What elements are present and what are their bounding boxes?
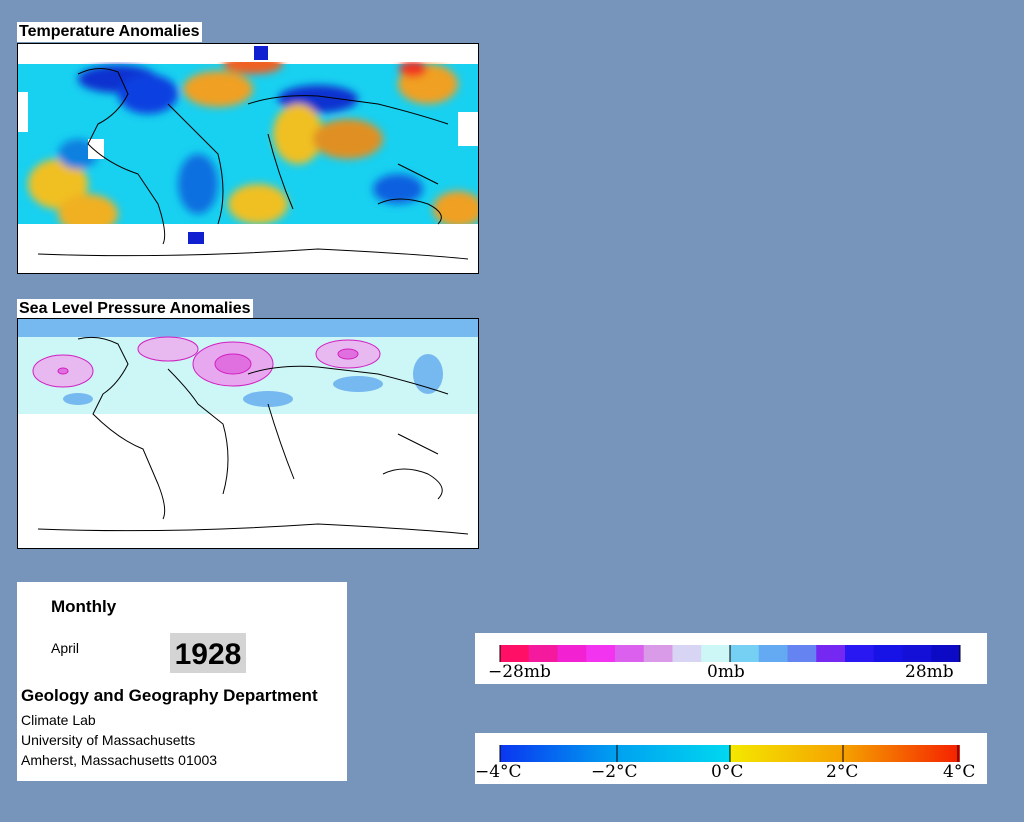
- pressure-color-swatch: [701, 645, 731, 662]
- temperature-anomaly-map: [17, 43, 479, 274]
- pressure-anomaly-map: [17, 318, 479, 549]
- temperature-title: Temperature Anomalies: [17, 22, 202, 42]
- temperature-label-plus2: 2°C: [826, 762, 858, 782]
- temperature-label-zero: 0°C: [711, 762, 743, 782]
- pressure-color-swatch: [758, 645, 788, 662]
- info-box: Monthly April 1928 Geology and Geography…: [17, 582, 347, 781]
- pressure-color-swatch: [615, 645, 645, 662]
- pressure-color-scale: [499, 645, 961, 662]
- month-label: April: [51, 640, 80, 656]
- pressure-color-swatch: [845, 645, 875, 662]
- pressure-color-swatch: [643, 645, 673, 662]
- address-label: Amherst, Massachusetts 01003: [21, 752, 218, 768]
- frequency-label: Monthly: [51, 597, 117, 616]
- pressure-label-max: 28mb: [905, 662, 954, 682]
- pressure-color-swatch: [787, 645, 817, 662]
- university-label: University of Massachusetts: [21, 732, 196, 748]
- pressure-title: Sea Level Pressure Anomalies: [17, 299, 253, 319]
- pressure-color-swatch: [873, 645, 903, 662]
- pressure-color-swatch: [586, 645, 616, 662]
- pressure-label-min: −28mb: [488, 662, 551, 682]
- pressure-color-swatch: [816, 645, 846, 662]
- temperature-label-plus4: 4°C: [943, 762, 975, 782]
- pressure-color-swatch: [902, 645, 932, 662]
- pressure-legend: −28mb 0mb 28mb: [475, 633, 987, 684]
- temperature-label-minus4: −4°C: [475, 762, 522, 782]
- pressure-color-swatch: [672, 645, 702, 662]
- pressure-color-swatch: [528, 645, 558, 662]
- department-label: Geology and Geography Department: [21, 686, 318, 705]
- temperature-legend: −4°C −2°C 0°C 2°C 4°C: [475, 733, 987, 784]
- year-label: 1928: [170, 633, 246, 673]
- pressure-label-zero: 0mb: [707, 662, 745, 682]
- temperature-label-minus2: −2°C: [591, 762, 638, 782]
- pressure-color-swatch: [500, 645, 530, 662]
- pressure-color-swatch: [730, 645, 760, 662]
- lab-label: Climate Lab: [21, 712, 96, 728]
- pressure-color-swatch: [557, 645, 587, 662]
- pressure-color-swatch: [931, 645, 961, 662]
